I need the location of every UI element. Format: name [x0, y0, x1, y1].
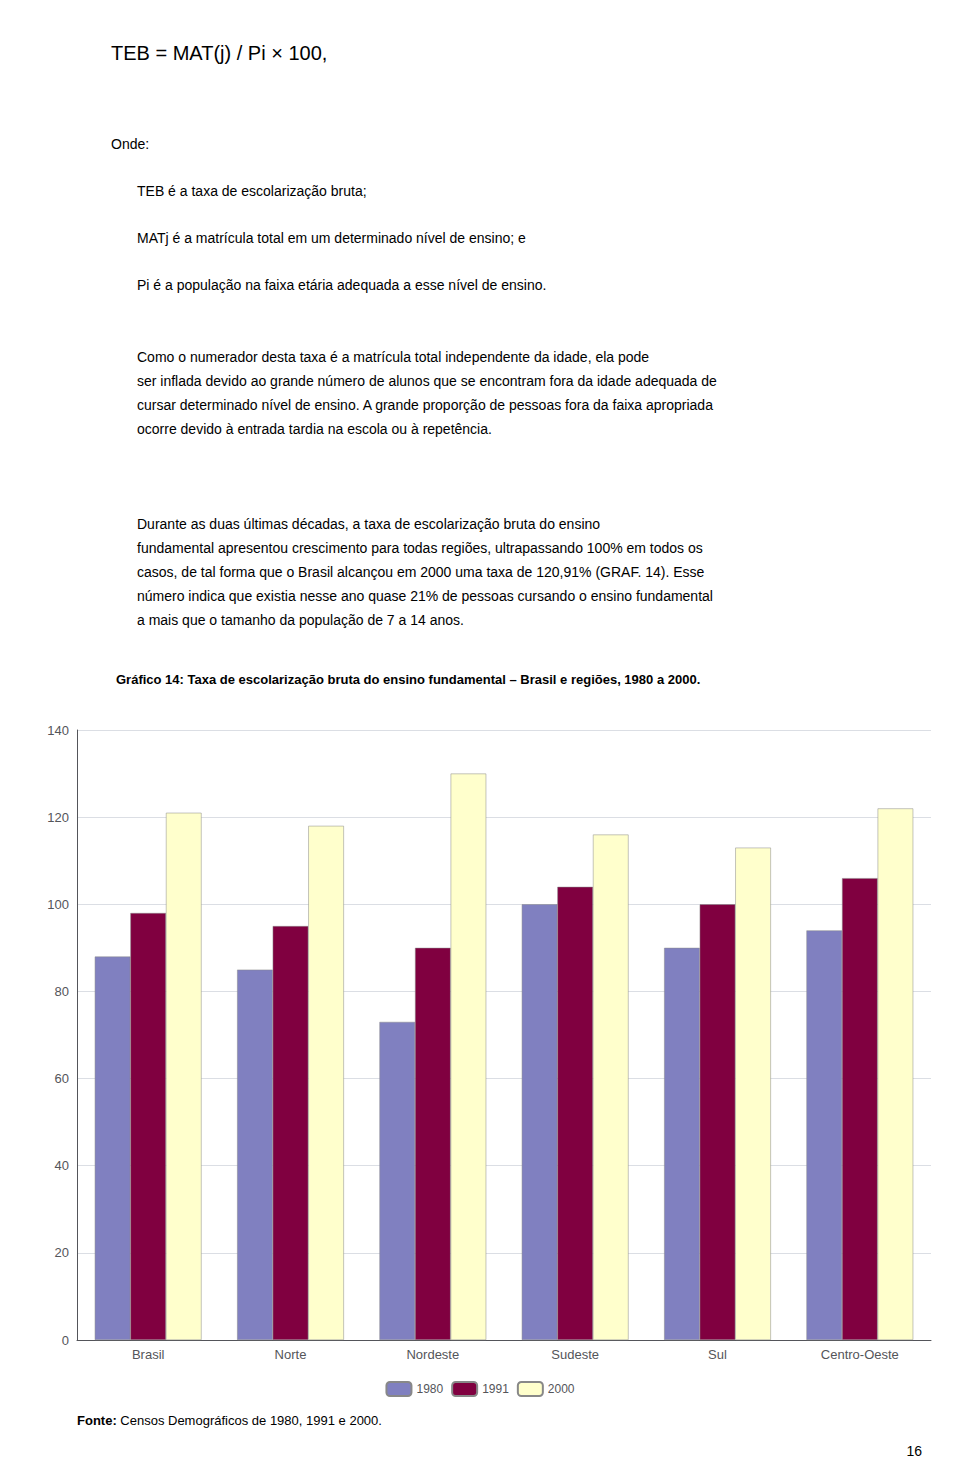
svg-text:16: 16: [906, 1443, 922, 1459]
svg-text:40: 40: [55, 1158, 69, 1173]
svg-text:Gráfico 14: Taxa de escolariza: Gráfico 14: Taxa de escolarização bruta …: [116, 672, 700, 687]
svg-text:número indica que existia ness: número indica que existia nesse ano quas…: [137, 588, 713, 604]
svg-text:100: 100: [47, 897, 69, 912]
svg-text:Sul: Sul: [708, 1347, 727, 1362]
svg-text:ocorre devido à entrada tardia: ocorre devido à entrada tardia na escola…: [137, 421, 492, 437]
svg-text:Durante as duas últimas década: Durante as duas últimas décadas, a taxa …: [137, 516, 600, 532]
svg-text:60: 60: [55, 1071, 69, 1086]
svg-text:2000: 2000: [548, 1382, 575, 1396]
svg-text:1980: 1980: [416, 1382, 443, 1396]
svg-text:Nordeste: Nordeste: [406, 1347, 459, 1362]
svg-text:Fonte:: Fonte:: [77, 1413, 117, 1428]
svg-text:0: 0: [62, 1333, 69, 1348]
svg-text:cursar determinado nível de en: cursar determinado nível de ensino. A gr…: [137, 397, 713, 413]
svg-text:casos, de tal forma que o Bras: casos, de tal forma que o Brasil alcanço…: [137, 564, 705, 580]
svg-text:TEB é a taxa de escolarização: TEB é a taxa de escolarização bruta;: [137, 183, 367, 199]
svg-text:Brasil: Brasil: [132, 1347, 165, 1362]
svg-text:1991: 1991: [482, 1382, 509, 1396]
svg-text:120: 120: [47, 810, 69, 825]
svg-text:fundamental apresentou crescim: fundamental apresentou crescimento para …: [137, 540, 703, 556]
svg-text:20: 20: [55, 1245, 69, 1260]
svg-text:TEB = MAT(j) / Pi × 100,: TEB = MAT(j) / Pi × 100,: [111, 42, 327, 64]
svg-text:Sudeste: Sudeste: [551, 1347, 599, 1362]
svg-text:a mais que o tamanho da popula: a mais que o tamanho da população de 7 a…: [137, 612, 464, 628]
svg-text:Censos Demográficos de 1980, 1: Censos Demográficos de 1980, 1991 e 2000…: [117, 1413, 382, 1428]
svg-text:Pi é a população na faixa etár: Pi é a população na faixa etária adequad…: [137, 277, 546, 293]
svg-text:ser inflada devido ao grande n: ser inflada devido ao grande número de a…: [137, 373, 717, 389]
svg-text:80: 80: [55, 984, 69, 999]
svg-text:Centro-Oeste: Centro-Oeste: [821, 1347, 899, 1362]
svg-text:Onde:: Onde:: [111, 136, 149, 152]
svg-text:Como o numerador desta taxa é: Como o numerador desta taxa é a matrícul…: [137, 349, 649, 365]
svg-text:Norte: Norte: [275, 1347, 307, 1362]
svg-text:140: 140: [47, 723, 69, 738]
svg-text:MATj é a matrícula total em um: MATj é a matrícula total em um determina…: [137, 230, 526, 246]
